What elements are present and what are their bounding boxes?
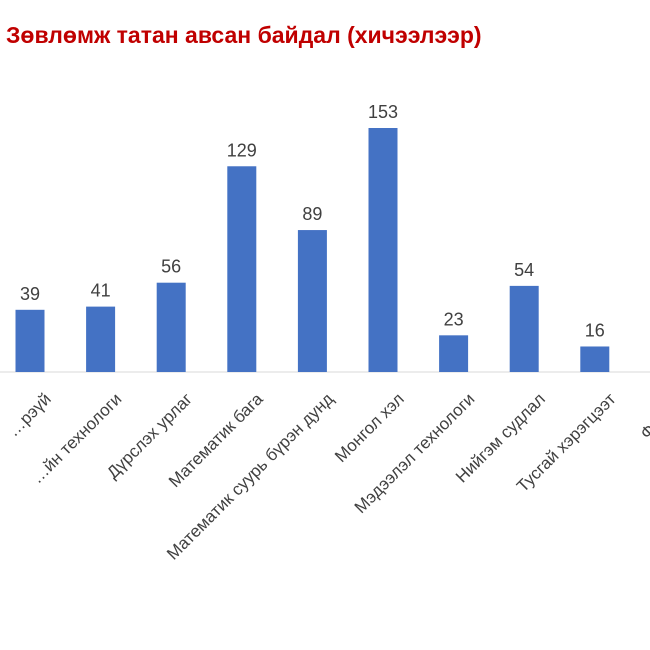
bar	[368, 128, 398, 372]
bars-group	[15, 128, 610, 372]
bar-value-label: 23	[444, 309, 464, 329]
category-label: Монгол хэл	[331, 389, 408, 466]
bar-value-label: 153	[368, 102, 398, 122]
bar	[580, 346, 610, 372]
bar	[15, 309, 45, 372]
bar-value-label: 89	[302, 204, 322, 224]
bar-value-label: 41	[91, 281, 111, 301]
bar-value-label: 39	[20, 284, 40, 304]
category-label: Физи…	[637, 389, 650, 443]
bar-value-label: 56	[161, 257, 181, 277]
bar	[509, 285, 539, 372]
category-label: Мэдээлэл технологи	[351, 389, 479, 517]
bar	[439, 335, 469, 372]
bar-value-label: 54	[514, 260, 534, 280]
chart-title: Зөвлөмж татан авсан байдал (хичээлээр)	[6, 22, 482, 48]
category-label: …рэүй	[4, 389, 55, 440]
data-labels-group: 394156129891532354164…	[20, 102, 605, 340]
bar	[227, 166, 257, 372]
bar-value-label: 129	[227, 140, 257, 160]
bar	[86, 306, 116, 372]
bar	[297, 230, 327, 372]
bar-value-label: 16	[585, 320, 605, 340]
bar	[156, 282, 186, 372]
